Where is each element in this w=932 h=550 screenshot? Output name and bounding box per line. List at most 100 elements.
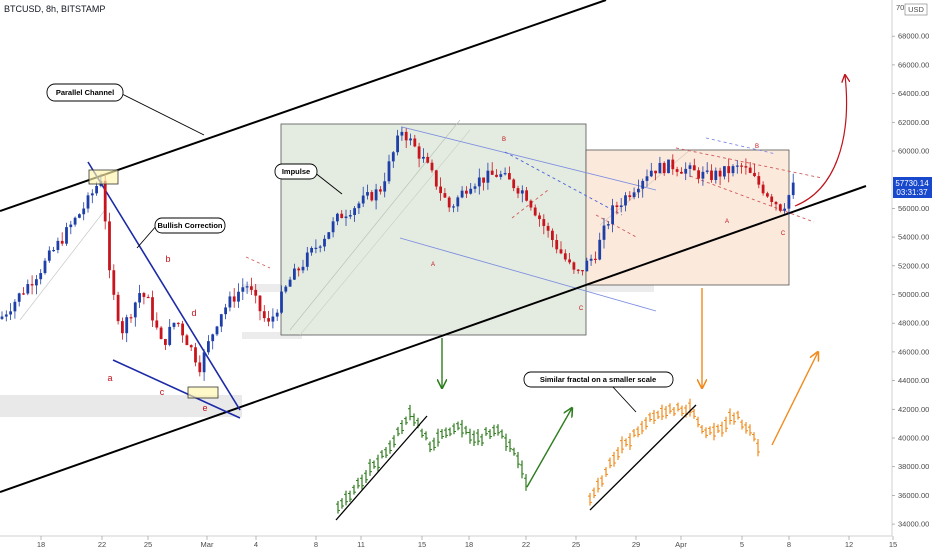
fractal-bar <box>336 500 340 514</box>
time-tick-label: Apr <box>675 540 687 549</box>
last-price-countdown: 03:31:37 <box>896 188 928 197</box>
candle-bullish <box>314 239 318 254</box>
fractal-bar <box>668 403 672 414</box>
candle-bullish <box>13 299 17 319</box>
fractal-bar <box>448 427 452 437</box>
candle-bullish <box>133 301 137 327</box>
candle-bullish <box>602 218 606 249</box>
fractal-bar <box>728 408 732 425</box>
candle-bearish <box>30 275 34 295</box>
fractal-bar <box>400 420 404 435</box>
fractal-bar <box>656 410 660 419</box>
fractal-bar <box>488 429 492 440</box>
candle-bullish <box>357 201 361 215</box>
candle-bullish <box>499 170 503 180</box>
candle-bullish <box>606 221 610 230</box>
similar-fractal-label: Similar fractal on a smaller scale <box>540 375 656 384</box>
candle-bearish <box>164 338 167 350</box>
right-wave-A: A <box>725 219 729 225</box>
candle-bullish <box>589 254 593 266</box>
candle-bullish <box>422 148 425 163</box>
candle-bullish <box>275 309 279 321</box>
candle-bullish <box>39 269 43 285</box>
candle-bearish <box>675 166 679 177</box>
top-highlight-box <box>88 169 119 185</box>
candle-bullish <box>409 133 412 146</box>
price-tick-label: 52000.00 <box>898 261 929 270</box>
wave-label-b: b <box>165 254 170 264</box>
candle-bearish <box>576 269 580 274</box>
wave-label-d: d <box>191 308 196 318</box>
fractal-bar <box>612 451 616 467</box>
red-dashed-abc <box>511 189 549 219</box>
fractal-bar <box>648 412 652 422</box>
green-up-arrow <box>526 408 572 488</box>
fractal-bar <box>464 425 468 435</box>
fractal-bar <box>480 433 484 447</box>
candle-bearish <box>542 214 546 235</box>
candle-bullish <box>17 292 21 307</box>
candle-bullish <box>701 166 705 186</box>
candle-bearish <box>770 193 774 207</box>
time-tick-label: 25 <box>144 540 152 549</box>
candle-bearish <box>538 212 541 227</box>
fractal-bar <box>524 474 528 491</box>
support-zone-band <box>0 395 242 417</box>
wave-label-c: c <box>160 387 165 397</box>
candlestick-series <box>0 126 795 381</box>
candle-bullish <box>125 314 129 343</box>
candle-bearish <box>774 201 778 211</box>
fractal-bar <box>472 430 476 447</box>
candle-bearish <box>181 320 184 343</box>
time-axis[interactable]: 18 22 25 Mar 4 8 11 15 18 22 25 29 Apr 5 8 12 15 <box>37 536 897 549</box>
candle-bullish <box>667 159 670 174</box>
candle-bullish <box>293 263 296 280</box>
fractal-bar <box>516 451 520 469</box>
price-tick-label: 56000.00 <box>898 204 929 213</box>
fractal-bar <box>660 404 664 421</box>
right-wave-C: C <box>781 231 786 237</box>
fractal-bar <box>620 436 624 454</box>
callout-similar-fractal: Similar fractal on a smaller scale <box>523 371 674 413</box>
price-tick-label: 54000.00 <box>898 233 929 242</box>
candle-bullish <box>353 205 356 222</box>
currency-badge-box[interactable] <box>904 3 928 16</box>
fractal-bar <box>640 420 644 435</box>
candle-bearish <box>727 158 731 183</box>
candle-bearish <box>297 266 301 277</box>
fractal-bar <box>428 441 432 453</box>
candle-bullish <box>460 186 464 199</box>
fractal-bar <box>340 498 344 509</box>
candle-bearish <box>710 164 713 183</box>
candle-bullish <box>327 231 331 240</box>
candle-bearish <box>417 142 421 168</box>
candle-bearish <box>430 159 434 173</box>
candle-bearish <box>512 178 516 192</box>
candle-bullish <box>641 178 645 198</box>
candle-bullish <box>723 166 726 180</box>
time-tick-label: 12 <box>845 540 853 549</box>
time-tick-label: 15 <box>418 540 426 549</box>
bullish-correction-label: Bullish Correction <box>157 221 222 230</box>
callout-parallel-channel: Parallel Channel <box>46 83 205 136</box>
price-tick-label: 64000.00 <box>898 89 929 98</box>
fractal-bar <box>720 421 724 437</box>
candle-bearish <box>559 241 563 255</box>
candle-bullish <box>172 322 176 330</box>
fractal-bar <box>372 460 376 469</box>
fractal-bar <box>636 426 640 438</box>
fractal-bar <box>436 428 440 447</box>
candle-bearish <box>426 152 430 164</box>
price-axis[interactable]: 68000.00 66000.00 64000.00 62000.00 60000.00… <box>892 32 929 529</box>
time-tick-label: 8 <box>314 540 318 549</box>
red-dashed-right-top <box>675 147 823 179</box>
left-wave-C: C <box>579 306 584 312</box>
fractal-bar <box>440 429 444 440</box>
candle-bullish <box>73 216 77 227</box>
callout-impulse: Impulse <box>274 163 343 195</box>
candle-bullish <box>783 203 786 214</box>
candle-bullish <box>305 246 309 271</box>
candle-bearish <box>778 203 782 213</box>
fractal-bar <box>696 416 700 428</box>
